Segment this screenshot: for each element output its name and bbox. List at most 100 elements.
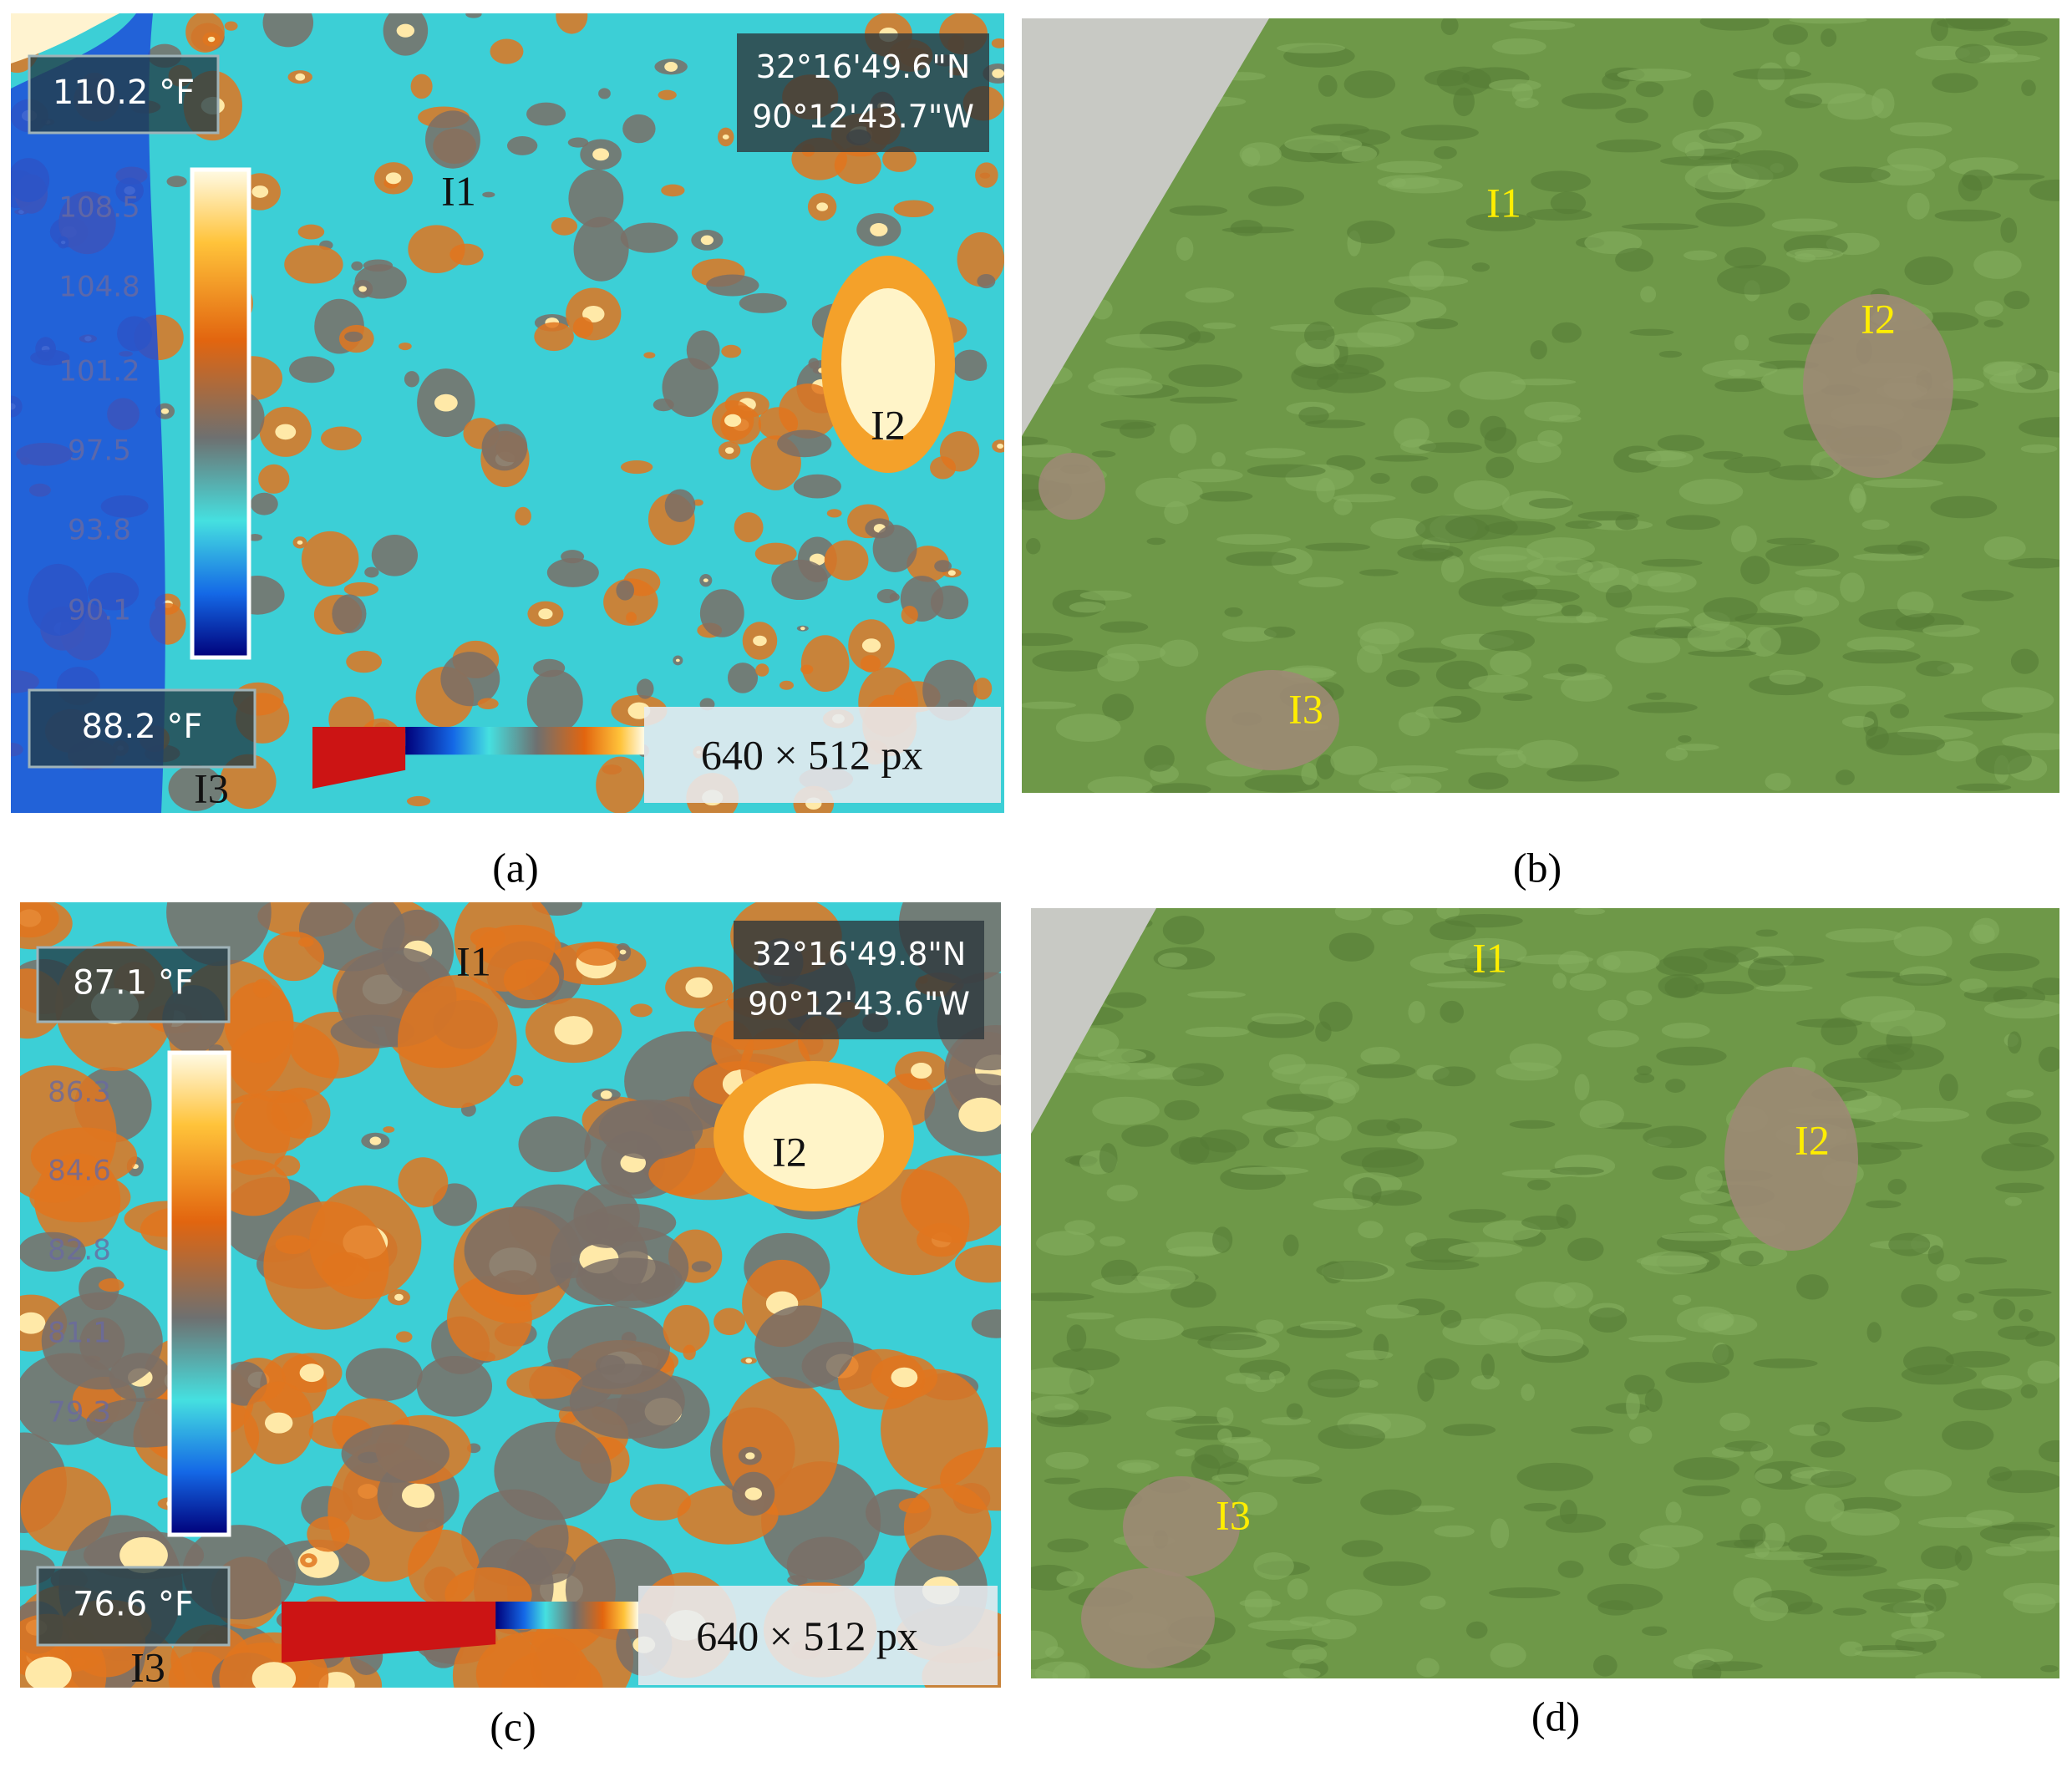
- thermal-blob: [653, 398, 674, 412]
- grass-patch: [1922, 624, 1980, 637]
- grass-patch: [2038, 1439, 2059, 1463]
- thermal-blob: [808, 358, 820, 369]
- grass-patch: [1661, 1023, 1710, 1038]
- grass-patch: [1328, 1081, 1356, 1104]
- grass-patch: [1785, 51, 1800, 67]
- road: [1022, 18, 1269, 436]
- grass-patch: [1100, 1259, 1138, 1285]
- grass-patch: [1330, 745, 1378, 775]
- grass-patch: [1739, 1250, 1764, 1267]
- grass-patch: [1617, 69, 1692, 82]
- grass-patch: [1066, 1312, 1115, 1320]
- grass-patch: [1356, 645, 1383, 673]
- grass-patch: [1137, 1266, 1196, 1290]
- grass-patch: [1242, 1109, 1315, 1126]
- grass-patch: [1179, 1136, 1210, 1165]
- thermal-blob: [901, 605, 918, 625]
- grass-patch: [1633, 1073, 1655, 1084]
- grass-patch: [1333, 353, 1384, 374]
- thermal-blob: [755, 663, 769, 677]
- grass-patch: [1945, 18, 2009, 32]
- grass-patch: [1887, 1178, 1907, 1195]
- legend-red: [282, 1602, 496, 1663]
- grass-patch: [1097, 652, 1140, 682]
- grass-patch: [1177, 468, 1243, 483]
- grass-patch: [1809, 1564, 1887, 1577]
- thermal-blob: [482, 191, 495, 198]
- thermal-blob: [341, 1424, 450, 1483]
- grass-patch: [1376, 160, 1442, 174]
- grass-patch: [1394, 377, 1451, 393]
- grass-patch: [1247, 464, 1326, 478]
- thermal-hotspot: [997, 444, 1004, 449]
- grass-patch: [1915, 1672, 1982, 1678]
- grass-patch: [1694, 1165, 1723, 1194]
- grass-patch: [1787, 1601, 1823, 1615]
- grass-patch: [1316, 754, 1335, 779]
- grass-patch: [1115, 1318, 1184, 1341]
- thermal-blob: [971, 1309, 1001, 1338]
- grass-patch: [1099, 1236, 1125, 1247]
- grass-patch: [1714, 378, 1765, 393]
- thermal-blob: [860, 655, 881, 673]
- grass-patch: [1169, 205, 1228, 216]
- grass-patch: [1055, 713, 1121, 742]
- grass-patch: [1365, 1304, 1419, 1319]
- thermal-blob: [526, 102, 566, 126]
- thermal-blob: [98, 1278, 124, 1292]
- grass-patch: [1537, 429, 1563, 447]
- grass-patch: [1405, 1259, 1480, 1271]
- grass-patch: [2004, 1196, 2022, 1206]
- legend-gradient: [495, 1602, 638, 1629]
- grass-patch: [1942, 1420, 1994, 1450]
- color-scale: [190, 167, 251, 660]
- thermal-hotspot: [582, 305, 605, 322]
- grass-patch: [1216, 534, 1292, 545]
- grass-patch: [1863, 478, 1943, 488]
- grass-patch: [2027, 1360, 2059, 1384]
- grass-patch: [1892, 1107, 1970, 1122]
- grass-patch: [1146, 537, 1166, 546]
- grass-patch: [1640, 286, 1657, 303]
- grass-patch: [1045, 1451, 1089, 1470]
- grass-patch: [1961, 169, 1993, 191]
- grass-patch: [1263, 626, 1296, 638]
- grass-patch: [1794, 586, 1818, 606]
- thermal-blob: [301, 531, 359, 587]
- grass-patch: [1684, 141, 1705, 160]
- dirt-patch: [1724, 1067, 1858, 1251]
- grass-patch: [1526, 537, 1595, 561]
- thermal-blob: [598, 1099, 703, 1160]
- thermal-blob: [346, 650, 383, 673]
- grass-patch: [1370, 517, 1426, 539]
- grass-patch: [1849, 488, 1867, 510]
- grass-patch: [1286, 1403, 1303, 1420]
- grass-patch: [1678, 734, 1692, 743]
- grass-patch: [1943, 711, 2024, 721]
- grass-patch: [1434, 1525, 1475, 1537]
- grass-patch: [1445, 914, 1523, 928]
- grass-patch: [1277, 43, 1346, 53]
- grass-patch: [1891, 1628, 1945, 1643]
- grass-patch: [1870, 1010, 1946, 1037]
- thermal-blob: [506, 1547, 576, 1585]
- grass-patch: [1892, 973, 1953, 986]
- grass-patch: [1897, 592, 1934, 617]
- thermal-blob: [906, 546, 949, 582]
- grass-patch: [1635, 81, 1664, 98]
- coordinate: 32°16'49.8"N: [752, 936, 967, 972]
- grass-patch: [1641, 558, 1703, 567]
- grass-patch: [1615, 634, 1681, 663]
- grass-patch: [1315, 1116, 1352, 1141]
- grass-patch: [1682, 1485, 1730, 1496]
- max-temp: 87.1 °F: [73, 964, 194, 1003]
- grass-patch: [1863, 544, 1923, 555]
- grass-patch: [1828, 685, 1906, 705]
- panel-caption: (b): [1513, 844, 1562, 891]
- grass-patch: [1986, 1101, 2042, 1125]
- grass-patch: [1187, 331, 1216, 343]
- thermal-blob: [800, 635, 850, 693]
- grass-patch: [1522, 576, 1551, 586]
- grass-patch: [2009, 1536, 2059, 1551]
- grass-patch: [1316, 1261, 1389, 1280]
